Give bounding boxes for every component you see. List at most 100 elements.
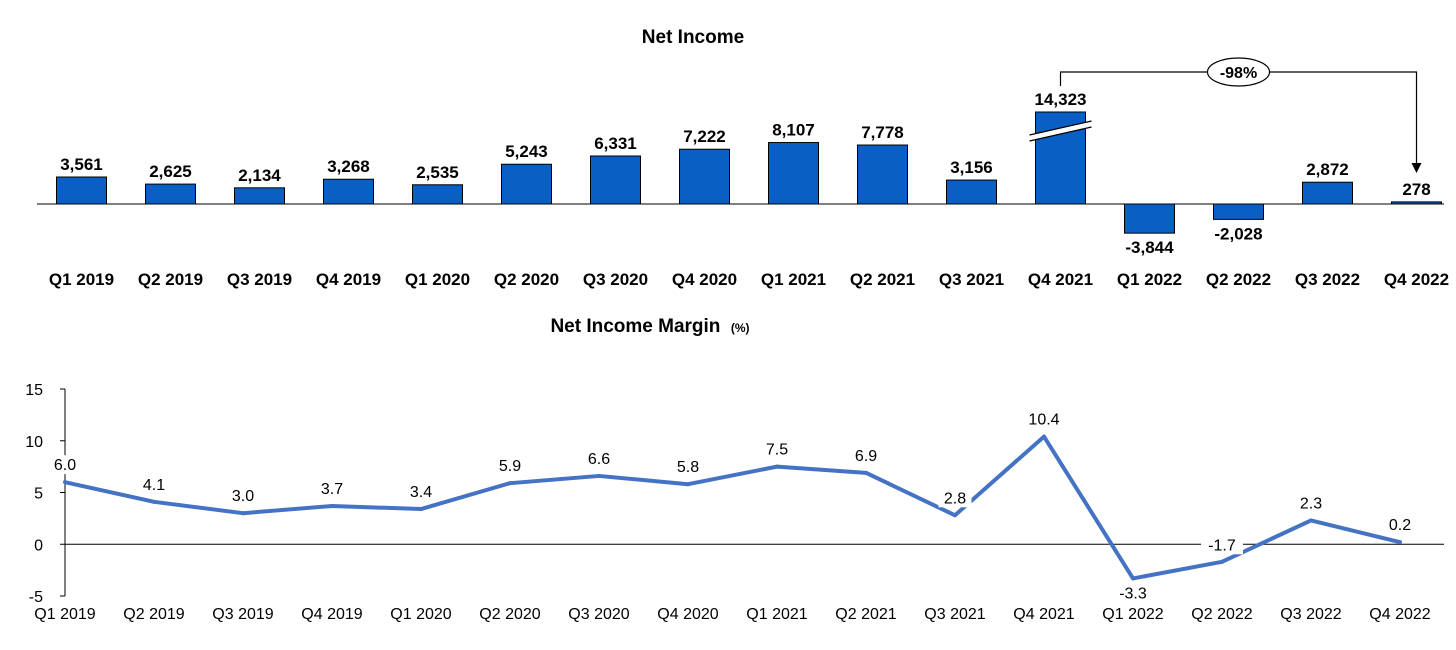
bar-6: [590, 155, 641, 205]
line-point-2: [241, 511, 245, 516]
line-ytick-label-0: -5: [29, 589, 43, 606]
line-point-4: [419, 507, 423, 512]
bar-data-label-10: 3,156: [950, 158, 993, 177]
line-point-14: [1309, 518, 1313, 523]
bar-8: [768, 142, 819, 205]
line-point-3: [330, 503, 334, 508]
bar-category-label-14: Q3 2022: [1295, 270, 1360, 289]
line-point-5: [508, 481, 512, 486]
bar-data-label-4: 2,535: [416, 163, 459, 182]
bar-3: [323, 178, 374, 205]
bar-data-label-5: 5,243: [505, 142, 548, 161]
annotation-bubble: [1206, 57, 1271, 87]
axis-break-line-top: [1029, 120, 1092, 136]
bar-data-label-2: 2,134: [238, 166, 281, 185]
bar-13: [1213, 203, 1264, 220]
bar-data-label-8: 8,107: [772, 121, 815, 140]
line-point-15: [1398, 540, 1402, 545]
line-label-bg-7: [671, 457, 705, 477]
bar-4: [412, 184, 463, 205]
line-category-label-5: Q2 2020: [479, 606, 540, 623]
axis-break-line-bottom: [1029, 126, 1092, 142]
line-label-bg-4: [404, 482, 438, 502]
bar-category-label-6: Q3 2020: [583, 270, 648, 289]
line-point-9: [864, 470, 868, 475]
line-category-label-8: Q1 2021: [746, 606, 807, 623]
line-category-label-14: Q3 2022: [1280, 606, 1341, 623]
bar-category-label-4: Q1 2020: [405, 270, 470, 289]
line-series: [64, 434, 1401, 581]
line-data-label-6: 6.6: [588, 451, 610, 468]
line-category-label-13: Q2 2022: [1191, 606, 1252, 623]
line-data-label-1: 4.1: [143, 477, 165, 494]
line-data-label-12: -3.3: [1119, 585, 1147, 602]
line-chart-title-unit: (%): [731, 321, 750, 335]
bar-0: [56, 176, 107, 205]
bar-data-label-6: 6,331: [594, 134, 637, 153]
line-label-bg-13: [1201, 535, 1243, 555]
bar-chart: 3,561 Q1 2019 2,625 Q2 2019 2,134 Q3 2019 3,26…: [37, 57, 1449, 289]
line-ytick-label-4: 15: [25, 382, 43, 399]
bar-data-label-3: 3,268: [327, 157, 370, 176]
bar-7: [679, 148, 730, 205]
bar-10: [946, 179, 997, 205]
line-chart: -5 0 5 10 15 6.0 Q1 2019 4.1 Q2 2019 3.0 Q3 2019 3.…: [25, 382, 1444, 623]
line-label-bg-1: [137, 474, 171, 494]
line-chart-title-main: Net Income Margin: [550, 316, 720, 337]
bar-data-label-12: -3,844: [1125, 238, 1174, 257]
bar-data-label-7: 7,222: [683, 127, 726, 146]
line-category-label-6: Q3 2020: [568, 606, 629, 623]
line-label-bg-10: [938, 488, 972, 508]
bar-category-label-1: Q2 2019: [138, 270, 203, 289]
line-point-0: [63, 480, 67, 485]
line-category-label-12: Q1 2022: [1102, 606, 1163, 623]
line-data-label-8: 7.5: [766, 442, 788, 459]
line-data-label-10: 2.8: [944, 490, 966, 507]
line-data-label-13: -1.7: [1208, 537, 1236, 554]
bar-15: [1391, 201, 1442, 205]
line-label-bg-0: [48, 455, 82, 475]
annotation-text: -98%: [1220, 65, 1257, 82]
bar-category-label-5: Q2 2020: [494, 270, 559, 289]
bar-12: [1124, 203, 1175, 234]
line-point-6: [597, 473, 601, 478]
line-point-8: [775, 464, 779, 469]
bar-chart-title: Net Income: [642, 27, 744, 48]
bar-category-label-11: Q4 2021: [1028, 270, 1093, 289]
line-ytick-label-3: 10: [25, 434, 43, 451]
bar-category-label-8: Q1 2021: [761, 270, 826, 289]
line-category-label-3: Q4 2019: [301, 606, 362, 623]
line-category-label-1: Q2 2019: [123, 606, 184, 623]
bar-9: [857, 144, 908, 205]
bar-category-label-0: Q1 2019: [49, 270, 114, 289]
line-label-bg-14: [1294, 493, 1328, 513]
line-data-label-15: 0.2: [1389, 517, 1411, 534]
line-label-bg-11: [1023, 409, 1065, 429]
bar-category-label-9: Q2 2021: [850, 270, 915, 289]
bar-data-label-13: -2,028: [1214, 224, 1262, 243]
bar-category-label-3: Q4 2019: [316, 270, 381, 289]
line-category-label-15: Q4 2022: [1369, 606, 1430, 623]
line-point-10: [953, 513, 957, 518]
line-ytick-label-1: 0: [34, 537, 43, 554]
line-label-bg-6: [582, 448, 616, 468]
line-data-label-0: 6.0: [54, 457, 76, 474]
bar-data-label-15: 278: [1402, 180, 1430, 199]
line-label-bg-12: [1112, 583, 1154, 603]
line-point-1: [152, 499, 156, 504]
line-category-label-2: Q3 2019: [212, 606, 273, 623]
line-label-bg-3: [315, 478, 349, 498]
line-data-label-11: 10.4: [1028, 412, 1059, 429]
line-point-12: [1131, 576, 1135, 581]
line-category-label-4: Q1 2020: [390, 606, 451, 623]
line-data-label-9: 6.9: [855, 448, 877, 465]
bar-category-label-2: Q3 2019: [227, 270, 292, 289]
line-category-label-7: Q4 2020: [657, 606, 718, 623]
line-label-bg-5: [493, 456, 527, 476]
line-category-label-9: Q2 2021: [835, 606, 896, 623]
line-data-label-4: 3.4: [410, 484, 432, 501]
line-point-13: [1220, 559, 1224, 564]
bar-category-label-7: Q4 2020: [672, 270, 737, 289]
line-point-7: [686, 482, 690, 487]
bar-category-label-12: Q1 2022: [1117, 270, 1182, 289]
